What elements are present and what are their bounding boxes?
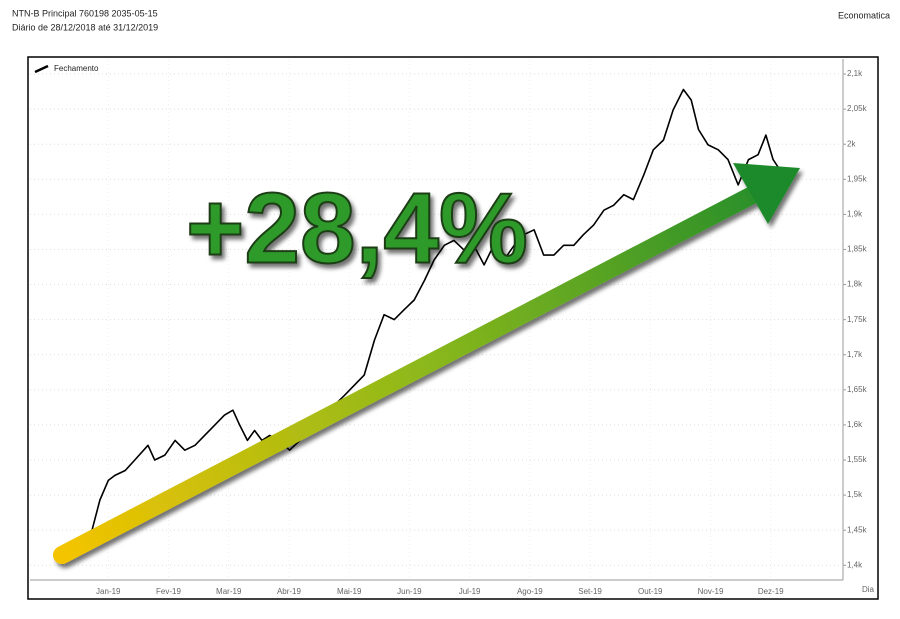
x-axis-label: Dia	[862, 585, 875, 594]
legend-swatch	[34, 64, 49, 74]
y-tick-label: 1,9k	[847, 209, 863, 218]
x-tick-label: Abr-19	[277, 587, 302, 596]
y-tick-label: 1,8k	[847, 280, 863, 289]
trend-arrow	[53, 163, 800, 564]
y-tick-label: 1,45k	[847, 525, 868, 534]
chart-subtitle: Diário de 28/12/2018 até 31/12/2019	[12, 22, 158, 32]
x-tick-label: Mar-19	[216, 587, 242, 596]
y-tick-label: 1,65k	[847, 385, 868, 394]
frame	[27, 56, 879, 600]
x-tick-label: Ago-19	[517, 587, 543, 596]
price-line	[91, 88, 799, 531]
grid: 1,4k 1,45k 1,5k 1,55k 1,6k 1,65k 1,7k 1,75k 1,8k…	[30, 60, 868, 596]
y-tick-label: 2k	[847, 139, 856, 148]
x-tick-label: Jan-19	[96, 587, 121, 596]
arrow-head	[733, 163, 800, 224]
y-tick-label: 1,6k	[847, 420, 863, 429]
x-tick-label: Mai-19	[337, 587, 362, 596]
y-tick-label: 1,85k	[847, 245, 868, 254]
y-tick-label: 2,05k	[847, 104, 868, 113]
chart-title: NTN-B Principal 760198 2035-05-15	[12, 8, 158, 18]
y-tick-label: 1,5k	[847, 490, 863, 499]
x-tick-label: Nov-19	[698, 587, 724, 596]
y-tick-label: 2,1k	[847, 69, 863, 78]
y-tick-label: 1,4k	[847, 560, 863, 569]
source: Economatica	[838, 10, 890, 20]
y-tick-label: 1,55k	[847, 455, 868, 464]
x-tick-label: Out-19	[638, 587, 663, 596]
arrow-shaft	[53, 183, 767, 564]
x-tick-label: Fev-19	[156, 587, 181, 596]
annotation: +28,4%	[186, 172, 528, 284]
x-tick-label: Jun-19	[397, 587, 422, 596]
y-tick-label: 1,75k	[847, 315, 868, 324]
x-tick-label: Dez-19	[758, 587, 784, 596]
y-tick-label: 1,95k	[847, 174, 868, 183]
plot	[91, 88, 799, 531]
legend-label: Fechamento	[54, 64, 99, 73]
x-tick-label: Jul-19	[459, 587, 481, 596]
y-tick-label: 1,7k	[847, 350, 863, 359]
x-tick-label: Set-19	[578, 587, 602, 596]
